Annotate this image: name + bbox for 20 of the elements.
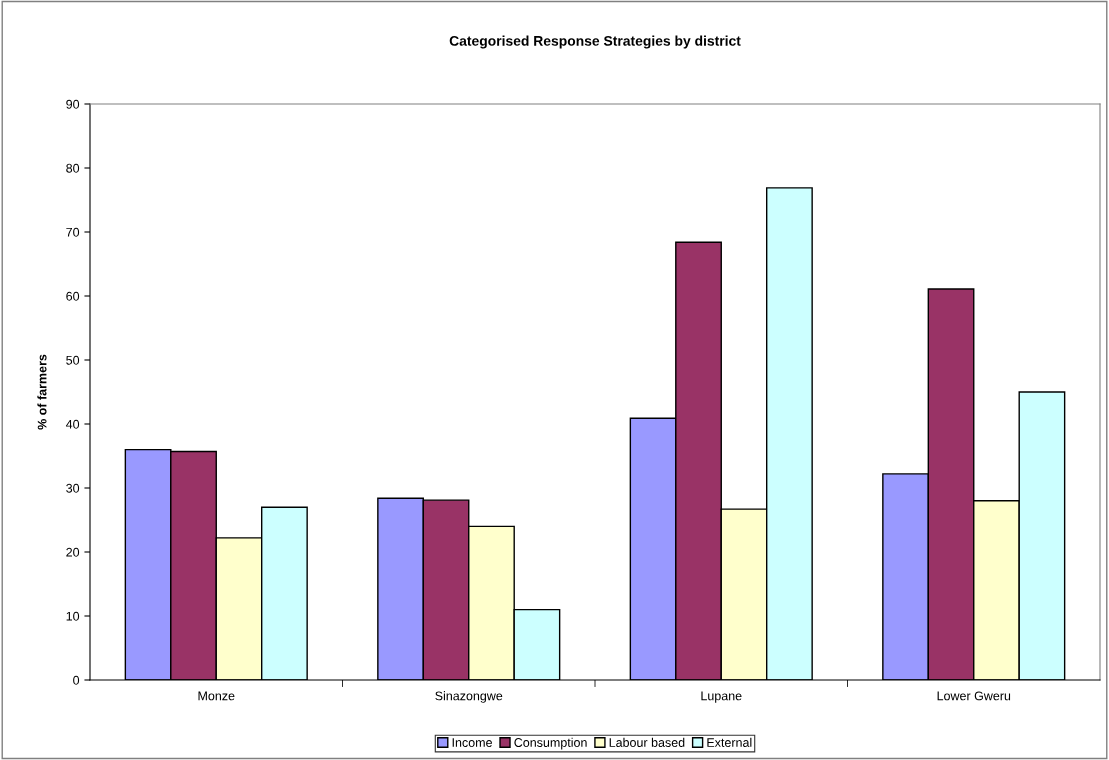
y-tick-label: 50 [66,355,80,365]
y-tick-label: 10 [66,611,80,621]
y-tick-label: 30 [66,483,80,493]
legend-label: Labour based [609,737,685,747]
y-tick-label: 40 [65,419,80,429]
legend-label: Income [452,738,492,747]
y-tick-label: 90 [66,99,80,109]
legend-label: Consumption [514,737,587,750]
x-tick-label: Monze [198,691,235,701]
y-tick-label: 60 [66,291,80,301]
y-axis-title: % of farmers [37,354,47,430]
legend-label: External [707,737,752,747]
x-tick-label: Lower Gweru [937,691,1011,701]
y-tick-label: 0 [73,675,80,685]
y-tick-label: 20 [66,547,80,557]
x-tick-label: Sinazongwe [435,691,503,703]
x-tick-label: Lupane [701,691,742,703]
chart-title: Categorised Response Strategies by district [449,35,741,49]
y-tick-label: 70 [66,227,80,237]
y-tick-label: 80 [66,163,80,173]
